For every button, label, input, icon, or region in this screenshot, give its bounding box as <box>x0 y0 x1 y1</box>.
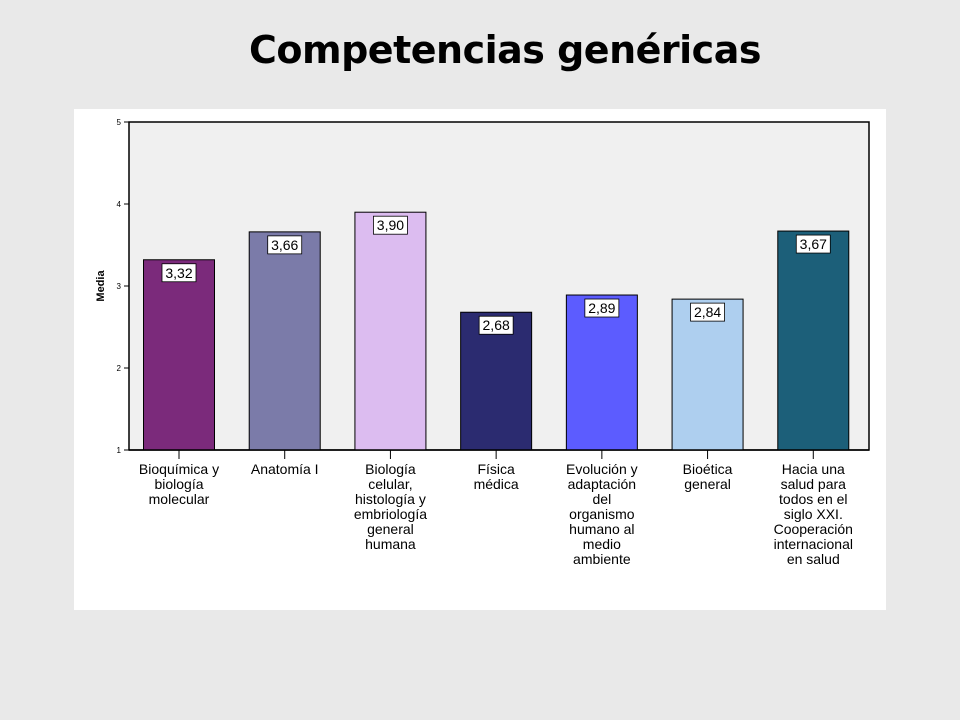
y-tick-label: 4 <box>117 200 122 209</box>
data-label: 3,90 <box>377 217 404 233</box>
x-tick-label-line: siglo XXI. <box>784 506 843 522</box>
data-label: 3,66 <box>271 237 298 253</box>
y-axis-label: Media <box>95 270 107 302</box>
chart-panel: 1 2 3 4 5 Media 3,32 Bioquímica y biología molecu… <box>74 109 886 610</box>
data-label: 3,67 <box>800 236 827 252</box>
x-tick-label: Hacia una salud para todos en el siglo XXI.… <box>774 461 853 567</box>
bar <box>354 211 427 451</box>
data-label: 3,32 <box>165 265 192 281</box>
data-label: 2,89 <box>588 300 615 316</box>
x-tick-label: Bioquímica y biología molecular <box>139 461 219 507</box>
bar <box>460 311 533 451</box>
bar <box>143 259 215 451</box>
x-tick-label: Anatomía I <box>251 461 319 477</box>
bar-chart: 1 2 3 4 5 Media 3,32 Bioquímica y biología molecu… <box>95 118 870 567</box>
x-tick-label-line: organismo <box>569 506 635 522</box>
x-tick-label-line: general <box>684 476 731 492</box>
bar <box>671 298 744 451</box>
data-label-box <box>161 263 197 283</box>
data-label-box <box>478 315 514 335</box>
data-label: 2,68 <box>483 317 510 333</box>
x-tick-label-line: Biología <box>365 461 416 477</box>
x-tick-label-line: Evolución y <box>566 461 638 477</box>
bar <box>777 230 850 451</box>
x-tick-label: Física médica <box>474 461 519 492</box>
x-tick-label-line: Anatomía I <box>251 461 319 477</box>
x-tick-label-line: medio <box>583 536 621 552</box>
x-tick-label-line: en salud <box>787 551 840 567</box>
x-tick-label-line: Cooperación <box>774 521 853 537</box>
x-tick-label-line: salud para <box>781 476 847 492</box>
x-tick-label-line: internacional <box>774 536 853 552</box>
y-tick-label: 3 <box>117 282 122 291</box>
x-tick-label-line: humana <box>365 536 416 552</box>
data-label-box <box>795 234 831 254</box>
data-label: 2,84 <box>694 304 721 320</box>
x-tick-label-line: adaptación <box>568 476 637 492</box>
x-tick-label-line: molecular <box>149 491 210 507</box>
bar <box>248 231 321 451</box>
x-tick-label: Biología celular, histología y embriología g… <box>354 461 427 552</box>
x-tick-label-line: Bioética <box>683 461 733 477</box>
x-tick-label-line: médica <box>474 476 519 492</box>
x-tick-label-line: ambiente <box>573 551 631 567</box>
x-tick-label-line: biología <box>154 476 203 492</box>
x-tick-label-line: Física <box>477 461 515 477</box>
x-tick-label-line: histología y <box>355 491 426 507</box>
x-tick-label-line: celular, <box>368 476 412 492</box>
x-tick-label: Evolución y adaptación del organismo humano … <box>566 461 638 567</box>
x-tick-label-line: embriología <box>354 506 427 522</box>
x-tick-label-line: Bioquímica y <box>139 461 219 477</box>
data-label-box <box>584 298 620 318</box>
data-label-box <box>267 235 303 255</box>
x-tick-label-line: todos en el <box>779 491 848 507</box>
x-tick-label-line: del <box>593 491 612 507</box>
data-label-box <box>690 302 725 322</box>
data-label-box <box>373 215 408 235</box>
bar <box>565 294 638 451</box>
x-tick-label: Bioética general <box>683 461 733 492</box>
x-tick-label-line: Hacia una <box>782 461 845 477</box>
y-tick-label: 2 <box>117 364 122 373</box>
x-tick-label-line: general <box>367 521 414 537</box>
x-tick-label-line: humano al <box>569 521 634 537</box>
y-tick-label: 5 <box>117 118 122 127</box>
y-tick-label: 1 <box>117 446 122 455</box>
slide-title: Competencias genéricas <box>249 28 761 72</box>
